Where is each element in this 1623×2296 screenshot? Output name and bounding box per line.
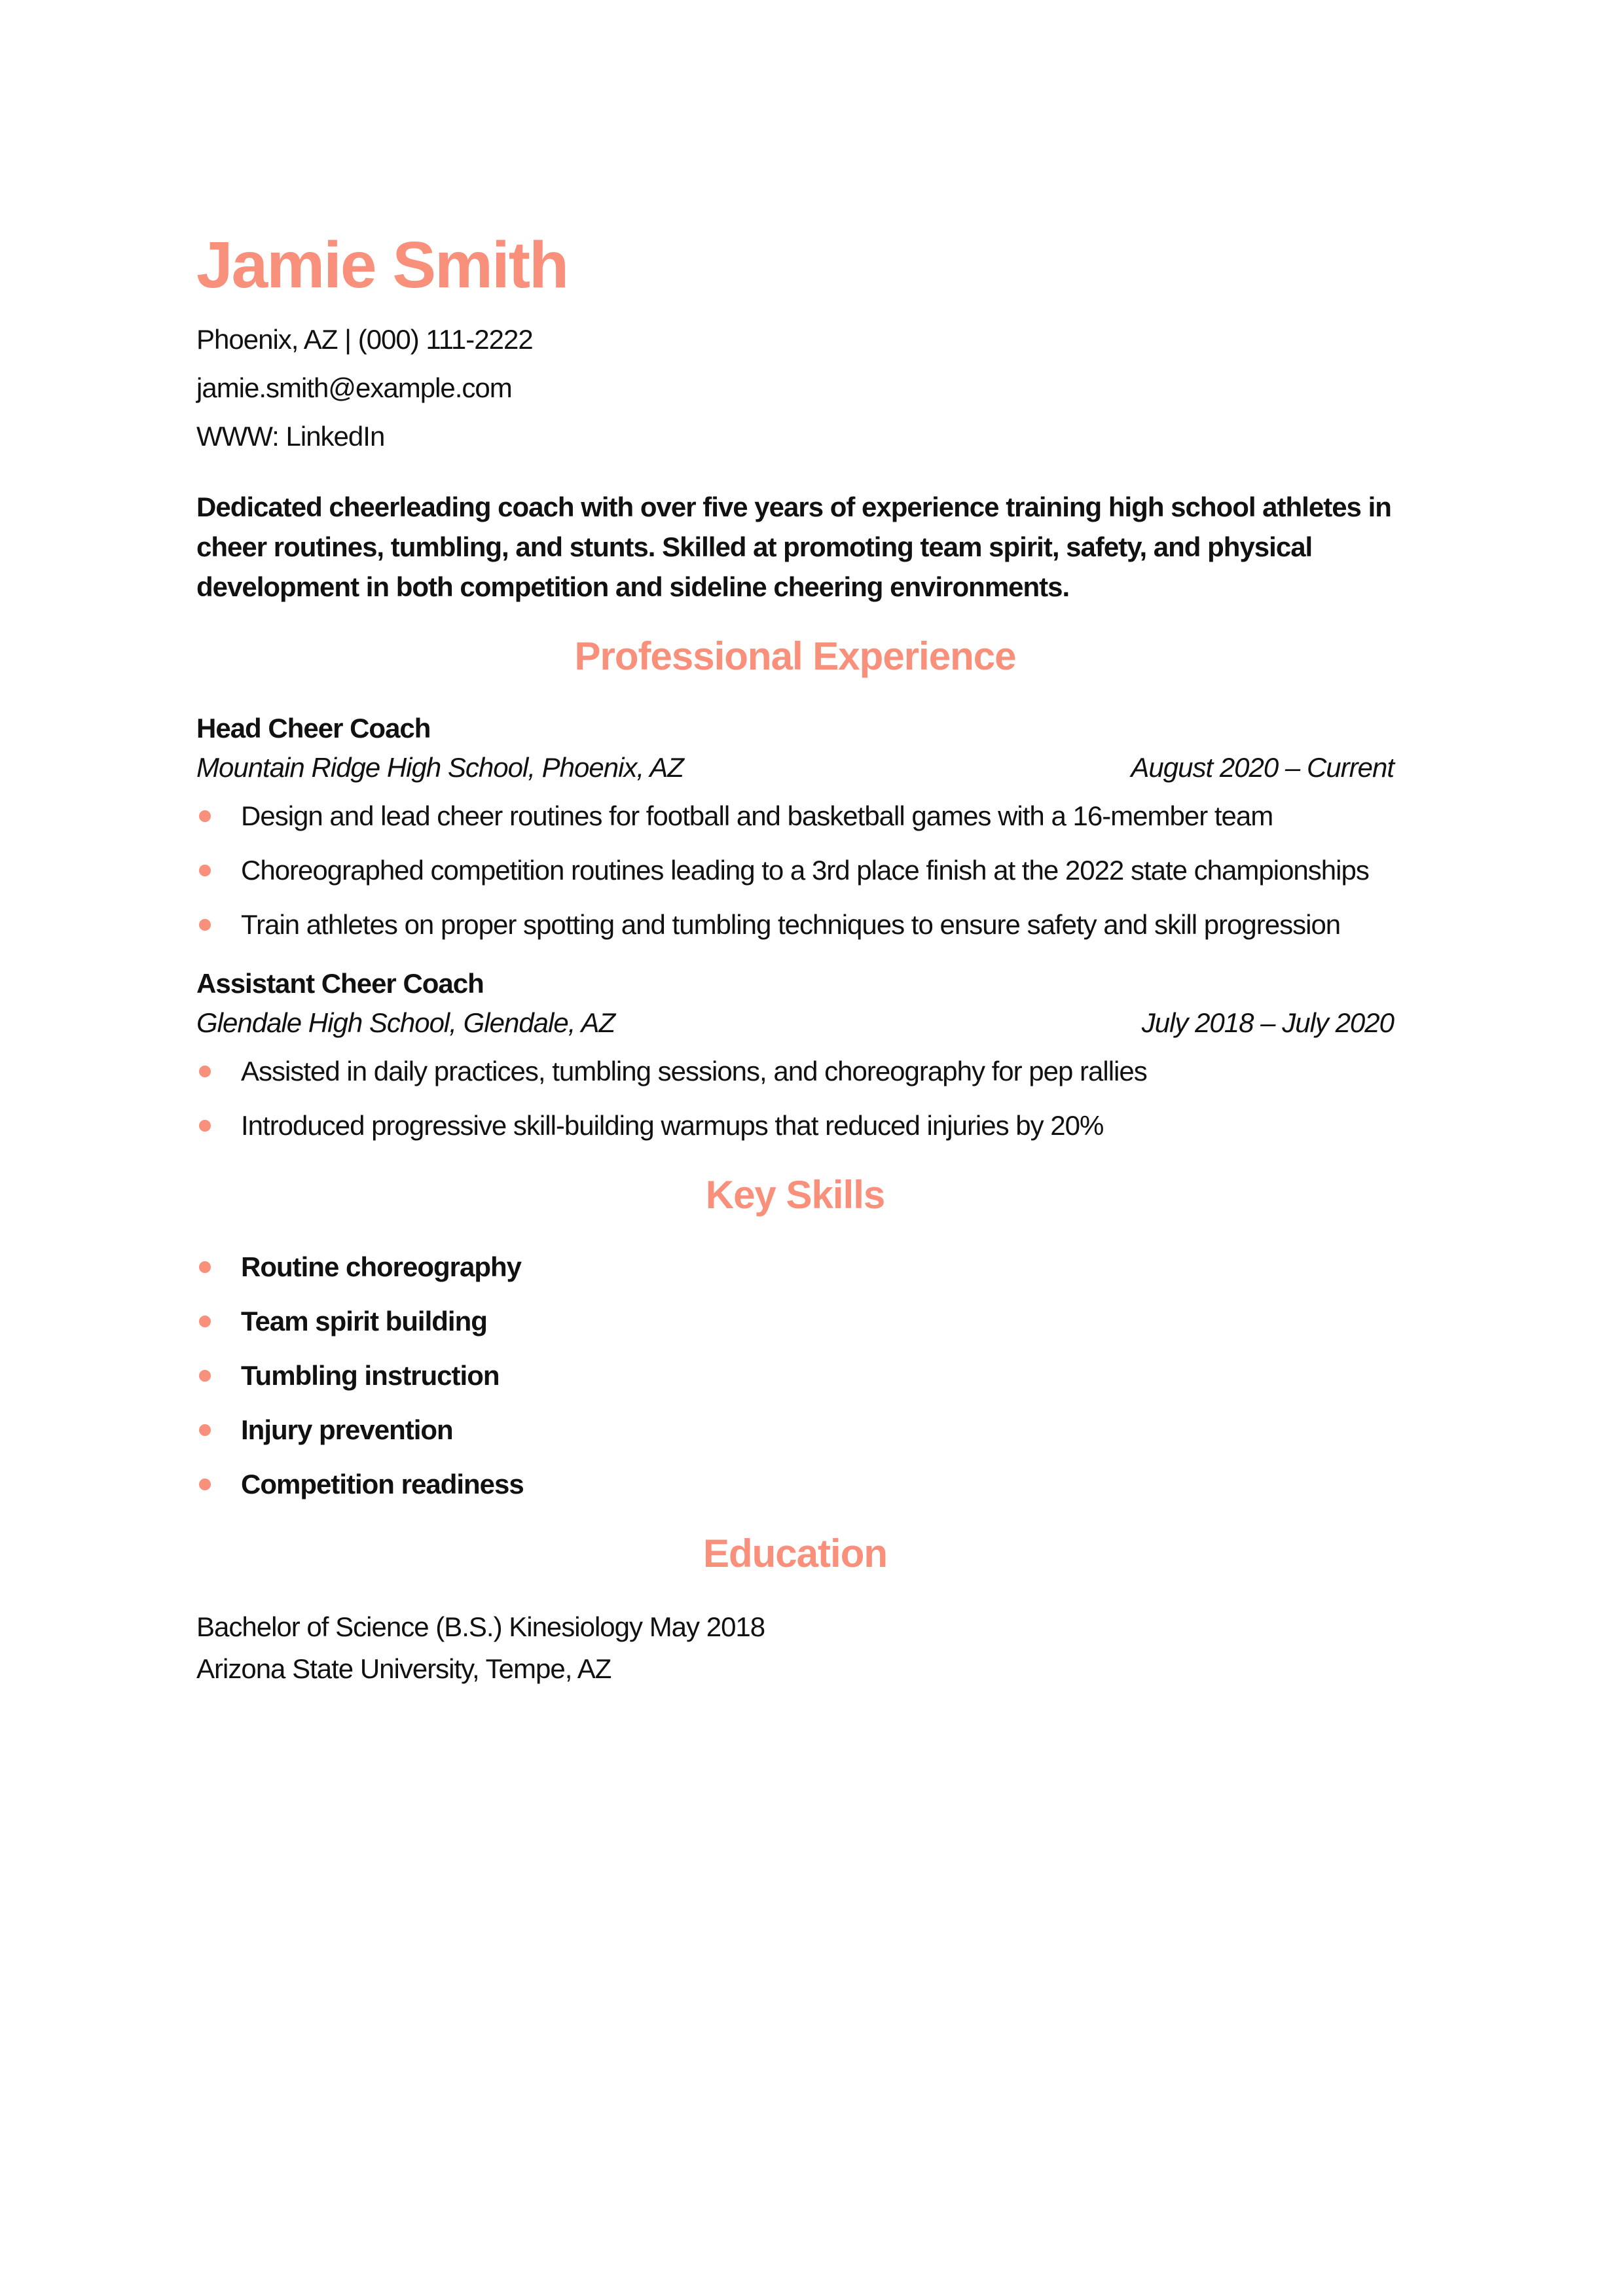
job-entry: Assistant Cheer Coach Glendale High Scho… bbox=[196, 964, 1395, 1145]
bullet-dot-icon bbox=[199, 1424, 211, 1436]
contact-email: jamie.smith@example.com bbox=[196, 372, 513, 403]
experience-bullet: Introduced progressive skill-building wa… bbox=[196, 1106, 1394, 1145]
skill-item: Tumbling instruction bbox=[196, 1356, 1394, 1395]
resume-header: Jamie Smith Phoenix, AZ | (000) 111-2222… bbox=[196, 229, 1394, 461]
skill-item-text: Tumbling instruction bbox=[241, 1360, 500, 1391]
bullet-dot-icon bbox=[199, 1370, 211, 1382]
bullet-dot-icon bbox=[199, 1316, 211, 1327]
skill-item: Injury prevention bbox=[196, 1410, 1394, 1450]
bullet-dot-icon bbox=[199, 1479, 211, 1490]
bullet-dot-icon bbox=[199, 1066, 211, 1077]
contact-location-phone: Phoenix, AZ | (000) 111-2222 bbox=[196, 324, 534, 355]
job-meta-row: Mountain Ridge High School, Phoenix, AZ … bbox=[196, 748, 1395, 787]
professional-summary: Dedicated cheerleading coach with over f… bbox=[196, 492, 1392, 602]
experience-bullet: Train athletes on proper spotting and tu… bbox=[196, 905, 1394, 944]
experience-list: Assisted in daily practices, tumbling se… bbox=[196, 1052, 1394, 1145]
experience-bullet-text: Choreographed competition routines leadi… bbox=[241, 855, 1370, 886]
bullet-dot-icon bbox=[199, 1120, 211, 1132]
education-block: Bachelor of Science (B.S.) Kinesiology M… bbox=[196, 1606, 1394, 1690]
skill-item: Competition readiness bbox=[196, 1465, 1394, 1504]
job-dates: July 2018 – July 2020 bbox=[1141, 1007, 1395, 1038]
experience-list: Design and lead cheer routines for footb… bbox=[196, 797, 1394, 944]
bullet-dot-icon bbox=[199, 919, 211, 931]
bullet-dot-icon bbox=[199, 810, 211, 822]
job-employer: Glendale High School, Glendale, AZ bbox=[196, 1007, 615, 1038]
experience-bullet: Design and lead cheer routines for footb… bbox=[196, 797, 1394, 836]
skill-item-text: Competition readiness bbox=[241, 1469, 524, 1499]
skill-item: Team spirit building bbox=[196, 1302, 1394, 1341]
experience-bullet-text: Design and lead cheer routines for footb… bbox=[241, 800, 1273, 831]
skill-item-text: Team spirit building bbox=[241, 1306, 488, 1336]
skill-item-text: Routine choreography bbox=[241, 1251, 522, 1282]
education-degree: Bachelor of Science (B.S.) Kinesiology M… bbox=[196, 1611, 765, 1642]
experience-bullet: Choreographed competition routines leadi… bbox=[196, 851, 1394, 890]
bullet-dot-icon bbox=[199, 1261, 211, 1273]
section-heading-experience: Professional Experience bbox=[574, 634, 1017, 678]
job-entry: Head Cheer Coach Mountain Ridge High Sch… bbox=[196, 709, 1395, 944]
job-title: Assistant Cheer Coach bbox=[196, 968, 484, 999]
skills-list: Routine choreography Team spirit buildin… bbox=[196, 1247, 1394, 1504]
job-title: Head Cheer Coach bbox=[196, 713, 431, 744]
job-dates: August 2020 – Current bbox=[1131, 752, 1395, 783]
experience-bullet-text: Train athletes on proper spotting and tu… bbox=[241, 909, 1341, 940]
experience-bullet: Assisted in daily practices, tumbling se… bbox=[196, 1052, 1394, 1091]
job-employer: Mountain Ridge High School, Phoenix, AZ bbox=[196, 752, 684, 783]
contact-block: Phoenix, AZ | (000) 111-2222 jamie.smith… bbox=[196, 315, 1394, 461]
job-meta-row: Glendale High School, Glendale, AZ July … bbox=[196, 1003, 1395, 1043]
bullet-dot-icon bbox=[199, 865, 211, 876]
experience-bullet-text: Assisted in daily practices, tumbling se… bbox=[241, 1056, 1148, 1086]
education-school: Arizona State University, Tempe, AZ bbox=[196, 1653, 611, 1684]
section-heading-education: Education bbox=[702, 1532, 888, 1575]
candidate-name: Jamie Smith bbox=[196, 228, 569, 302]
skill-item: Routine choreography bbox=[196, 1247, 1394, 1287]
section-heading-key-skills: Key Skills bbox=[705, 1173, 886, 1217]
contact-website: WWW: LinkedIn bbox=[196, 421, 385, 452]
skill-item-text: Injury prevention bbox=[241, 1414, 454, 1445]
experience-bullet-text: Introduced progressive skill-building wa… bbox=[241, 1110, 1104, 1141]
